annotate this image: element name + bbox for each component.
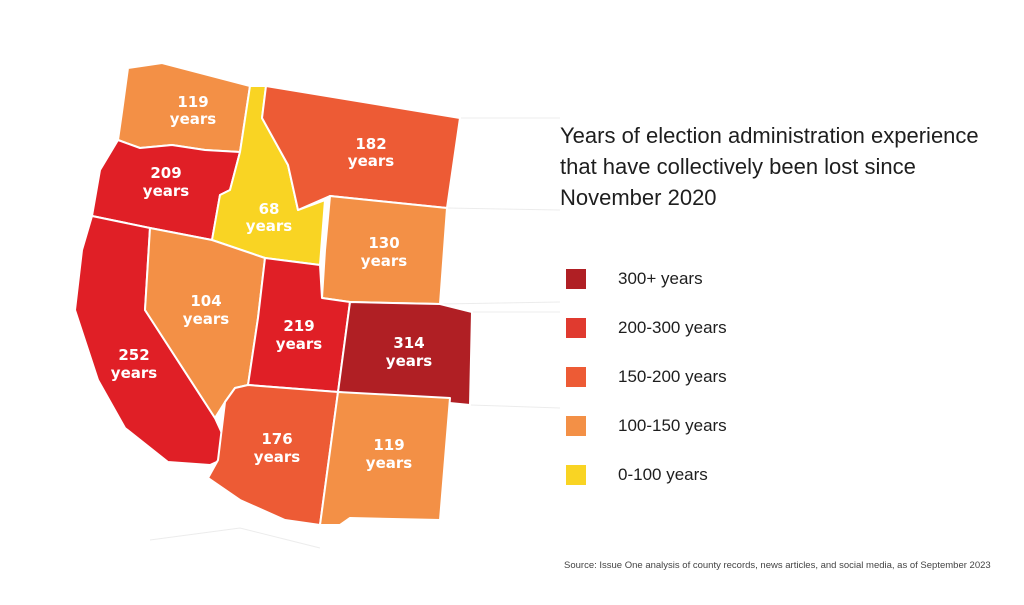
legend-swatch [566, 415, 586, 436]
legend-item-100-150: 100-150 years [566, 401, 727, 450]
label-idaho-unit: years [246, 217, 292, 235]
label-nevada-value: 104 [190, 292, 221, 310]
label-oregon-unit: years [143, 182, 189, 200]
label-new-mexico-unit: years [366, 454, 412, 472]
label-idaho-value: 68 [259, 200, 280, 218]
legend-label: 200-300 years [618, 317, 727, 337]
label-montana-unit: years [348, 152, 394, 170]
legend-label: 100-150 years [618, 415, 727, 435]
source-note: Source: Issue One analysis of county rec… [564, 560, 991, 571]
label-new-mexico-value: 119 [373, 436, 404, 454]
label-colorado-value: 314 [393, 334, 424, 352]
legend-item-0-100: 0-100 years [566, 450, 727, 499]
state-new-mexico [319, 391, 451, 526]
label-washington-unit: years [170, 110, 216, 128]
legend-swatch [566, 317, 586, 338]
legend-item-150-200: 150-200 years [566, 352, 727, 401]
label-colorado-unit: years [386, 352, 432, 370]
label-wyoming-unit: years [361, 252, 407, 270]
label-arizona-unit: years [254, 448, 300, 466]
legend-label: 150-200 years [618, 366, 727, 386]
legend: 300+ years 200-300 years 150-200 years 1… [566, 254, 727, 499]
label-utah-value: 219 [283, 317, 314, 335]
legend-swatch [566, 268, 586, 289]
map-title: Years of election administration experie… [560, 123, 979, 210]
neighbor-outlines [149, 117, 561, 549]
label-arizona-value: 176 [261, 430, 292, 448]
legend-label: 0-100 years [618, 464, 708, 484]
label-washington-value: 119 [177, 93, 208, 111]
label-oregon-value: 209 [150, 164, 181, 182]
legend-item-300-plus: 300+ years [566, 254, 727, 303]
label-nevada-unit: years [183, 310, 229, 328]
legend-swatch [566, 464, 586, 485]
state-colorado [337, 301, 473, 406]
label-california-value: 252 [118, 346, 149, 364]
label-california-unit: years [111, 364, 157, 382]
legend-label: 300+ years [618, 268, 703, 288]
legend-item-200-300: 200-300 years [566, 303, 727, 352]
state-labels: 119 years 209 years 252 years 68 years 1… [111, 93, 432, 472]
legend-swatch [566, 366, 586, 387]
label-utah-unit: years [276, 335, 322, 353]
label-montana-value: 182 [355, 135, 386, 153]
state-montana [261, 85, 461, 211]
label-wyoming-value: 130 [368, 234, 399, 252]
